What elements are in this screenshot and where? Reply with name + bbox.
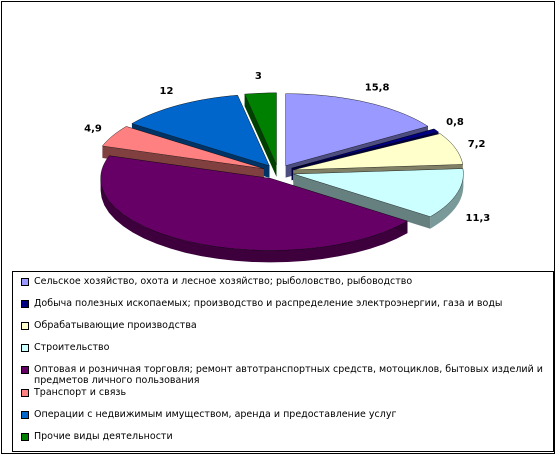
pie-slice-3 — [293, 168, 464, 217]
pie-slice-1 — [291, 128, 439, 169]
pie-slice-7 — [244, 92, 277, 165]
pie-slice-face-7-0 — [244, 94, 277, 177]
pie-slice-0 — [285, 93, 429, 166]
legend-swatch-0 — [21, 278, 29, 286]
legend-label-1: Добыча полезных ископаемых; производство… — [34, 298, 503, 309]
legend: Сельское хозяйство, охота и лесное хозяй… — [12, 271, 554, 452]
legend-label-4: Оптовая и розничная торговля; ремонт авт… — [34, 364, 543, 386]
pie-slice-5 — [102, 126, 264, 169]
pie-slice-4 — [100, 155, 409, 251]
legend-swatch-3 — [21, 344, 29, 352]
legend-label-2: Обрабатывающие производства — [34, 320, 197, 331]
legend-swatch-1 — [21, 300, 29, 308]
pie-slice-side-4 — [100, 178, 408, 263]
data-label-7: 3 — [255, 71, 262, 82]
pie-slice-face-3-1 — [293, 173, 431, 229]
data-label-3: 11,3 — [466, 213, 491, 224]
pie-slice-2 — [293, 133, 464, 171]
data-label-1: 0,8 — [446, 117, 464, 128]
data-label-2: 7,2 — [468, 139, 486, 150]
legend-label-3: Строительство — [34, 342, 110, 353]
legend-label-6: Операции с недвижимым имуществом, аренда… — [34, 409, 397, 420]
data-label-6: 12 — [160, 86, 174, 97]
legend-swatch-7 — [21, 433, 29, 441]
legend-swatch-6 — [21, 411, 29, 419]
legend-swatch-5 — [21, 389, 29, 397]
legend-label-0: Сельское хозяйство, охота и лесное хозяй… — [34, 276, 413, 287]
legend-swatch-2 — [21, 322, 29, 330]
data-label-0: 15,8 — [365, 83, 390, 94]
legend-label-5: Транспорт и связь — [34, 387, 127, 398]
legend-swatch-4 — [21, 366, 29, 374]
data-label-5: 4,9 — [84, 124, 102, 135]
pie-slice-side-3 — [430, 174, 464, 229]
pie-slice-6 — [131, 94, 270, 167]
legend-label-7: Прочие виды деятельности — [34, 431, 173, 442]
